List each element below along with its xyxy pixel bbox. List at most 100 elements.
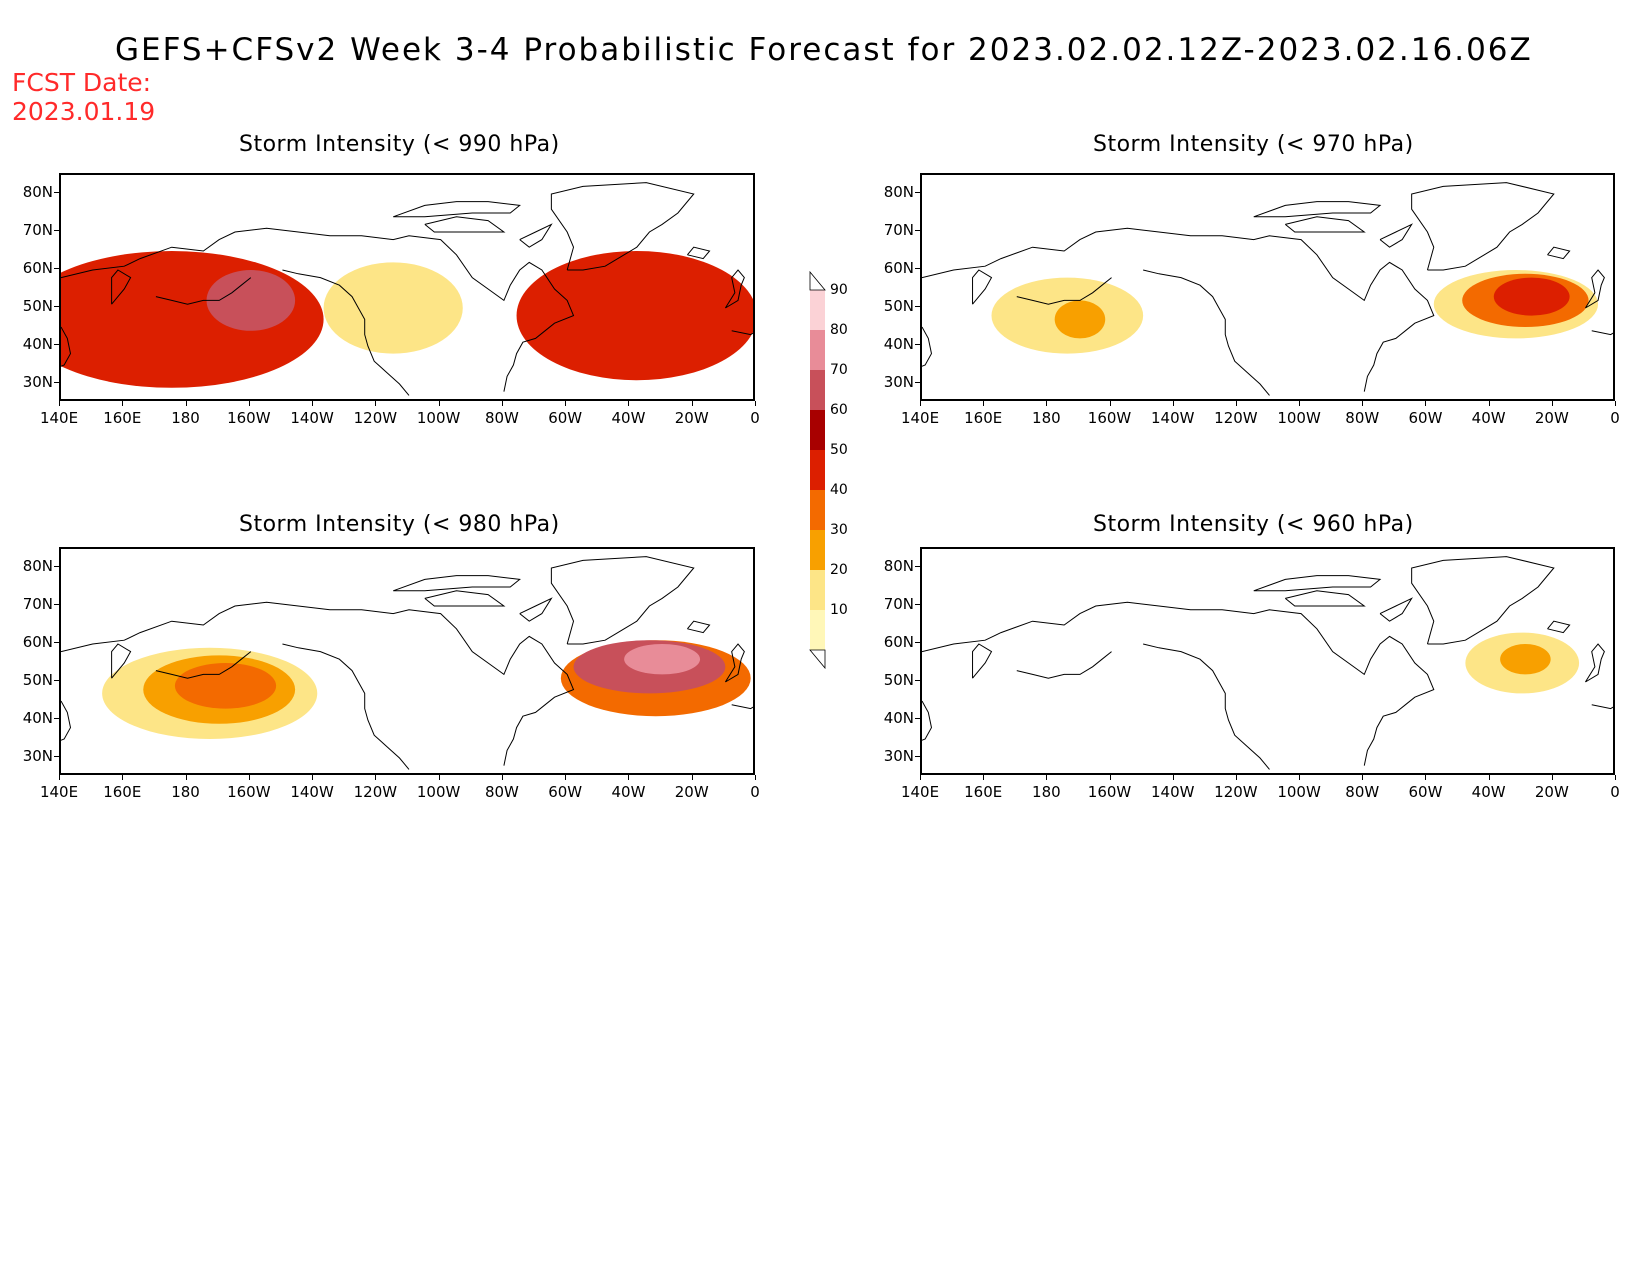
- latitude-tick: [54, 756, 59, 757]
- longitude-label: 40W: [611, 409, 646, 427]
- latitude-tick: [915, 344, 920, 345]
- longitude-tick: [1172, 775, 1174, 780]
- longitude-label: 140E: [900, 783, 940, 801]
- forecast-date: FCST Date: 2023.01.19: [12, 68, 155, 126]
- longitude-label: 60W: [548, 783, 583, 801]
- latitude-tick: [54, 642, 59, 643]
- longitude-label: 40W: [1471, 783, 1506, 801]
- probability-region: [516, 251, 753, 381]
- coastline: [1284, 216, 1366, 233]
- longitude-tick: [375, 775, 377, 780]
- coastline: [731, 330, 753, 336]
- longitude-label: 80W: [484, 783, 519, 801]
- longitude-label: 160E: [964, 783, 1003, 801]
- latitude-label: 60N: [883, 259, 914, 277]
- coastline: [61, 601, 575, 766]
- coastline: [550, 182, 695, 271]
- longitude-label: 120W: [1214, 783, 1258, 801]
- longitude-tick: [438, 775, 440, 780]
- map-canvas: [61, 182, 753, 396]
- coastline: [1591, 704, 1613, 710]
- longitude-label: 140E: [39, 409, 79, 427]
- coastline: [972, 269, 993, 305]
- longitude-tick: [1046, 775, 1048, 780]
- longitude-tick: [983, 401, 985, 406]
- coastline: [1143, 269, 1270, 396]
- longitude-label: 100W: [416, 783, 461, 801]
- longitude-tick: [312, 775, 314, 780]
- longitude-label: 20W: [674, 783, 709, 801]
- latitude-label: 50N: [883, 671, 914, 689]
- longitude-tick: [501, 775, 503, 780]
- longitude-tick: [920, 775, 921, 780]
- longitude-tick: [1235, 401, 1237, 406]
- panel-title-960: Storm Intensity (< 960 hPa): [1093, 512, 1414, 537]
- longitude-label: 20W: [1534, 409, 1569, 427]
- longitude-tick: [1425, 401, 1427, 406]
- colorbar-segment: [810, 530, 825, 570]
- longitude-tick: [248, 401, 250, 406]
- latitude-tick: [54, 718, 59, 719]
- colorbar-tick-label: 20: [830, 562, 848, 578]
- latitude-tick: [54, 566, 59, 567]
- longitude-label: 40W: [611, 783, 646, 801]
- longitude-tick: [248, 775, 250, 780]
- longitude-tick: [983, 775, 985, 780]
- longitude-label: 100W: [416, 409, 461, 427]
- longitude-label: 60W: [1408, 409, 1443, 427]
- panel-title-990: Storm Intensity (< 990 hPa): [239, 132, 560, 157]
- latitude-tick: [915, 268, 920, 269]
- probability-region: [1493, 277, 1570, 316]
- longitude-label: 140E: [900, 409, 940, 427]
- coastline: [282, 643, 410, 770]
- longitude-tick: [628, 401, 630, 406]
- panel-title-980: Storm Intensity (< 980 hPa): [239, 512, 560, 537]
- colorbar-segment: [810, 370, 825, 410]
- longitude-tick: [1362, 401, 1364, 406]
- longitude-label: 180: [171, 783, 200, 801]
- coastline: [1253, 575, 1382, 592]
- longitude-tick: [59, 775, 60, 780]
- latitude-label: 40N: [22, 335, 53, 353]
- longitude-label: 80W: [1345, 783, 1380, 801]
- coastline: [1411, 182, 1555, 271]
- latitude-label: 40N: [883, 335, 914, 353]
- longitude-tick: [438, 401, 440, 406]
- longitude-label: 0: [750, 409, 760, 427]
- coastline: [1411, 556, 1555, 645]
- longitude-tick: [691, 401, 693, 406]
- latitude-tick: [54, 306, 59, 307]
- coastline: [393, 575, 521, 592]
- map-canvas: [922, 556, 1613, 770]
- probability-region: [624, 644, 701, 675]
- longitude-tick: [375, 401, 377, 406]
- longitude-label: 60W: [548, 409, 583, 427]
- latitude-label: 50N: [22, 297, 53, 315]
- longitude-label: 20W: [674, 409, 709, 427]
- longitude-label: 160W: [1087, 409, 1132, 427]
- longitude-label: 100W: [1277, 783, 1321, 801]
- coastline: [1547, 246, 1571, 260]
- coastline: [724, 269, 745, 309]
- longitude-tick: [1615, 401, 1616, 406]
- longitude-label: 0: [1610, 409, 1620, 427]
- colorbar-segment: [810, 570, 825, 610]
- latitude-label: 80N: [22, 557, 53, 575]
- longitude-tick: [185, 401, 187, 406]
- forecast-date-label: FCST Date:: [12, 68, 152, 97]
- longitude-label: 140W: [1150, 783, 1195, 801]
- latitude-label: 30N: [22, 747, 53, 765]
- longitude-label: 40W: [1471, 409, 1506, 427]
- coastline: [724, 643, 745, 683]
- coastline: [1584, 269, 1605, 309]
- latitude-tick: [915, 642, 920, 643]
- longitude-label: 60W: [1408, 783, 1443, 801]
- coastline: [111, 643, 132, 679]
- latitude-label: 40N: [22, 709, 53, 727]
- coastline: [1143, 643, 1270, 770]
- latitude-label: 40N: [883, 709, 914, 727]
- coastline: [1016, 277, 1112, 305]
- colorbar-tick-label: 90: [830, 282, 848, 298]
- longitude-label: 160W: [227, 409, 271, 427]
- coastline: [1584, 643, 1605, 683]
